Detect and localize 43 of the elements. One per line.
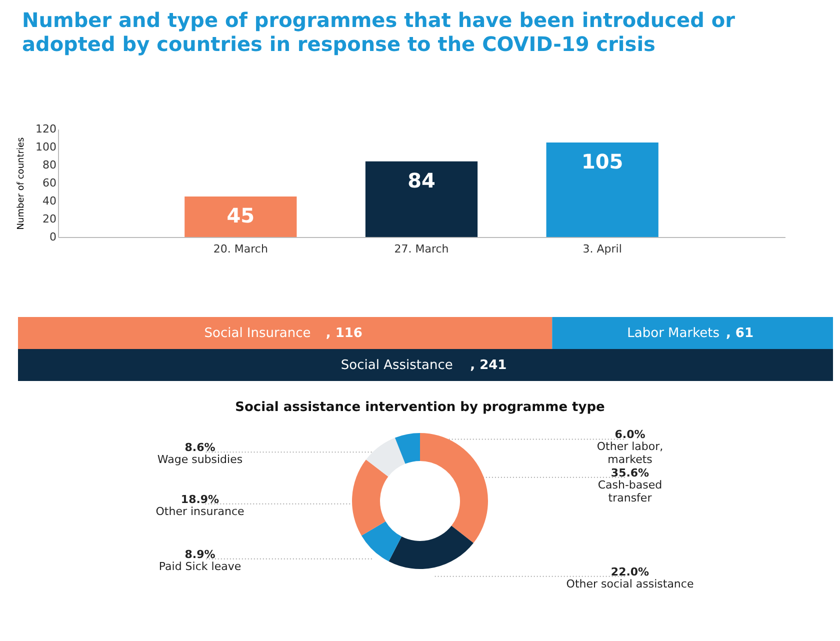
y-tick-label: 20 [42,212,56,226]
donut-slice [388,526,474,569]
bar [546,142,658,237]
x-tick-label: 3. April [582,242,622,256]
slice-label: Other labor, markets [596,440,664,466]
donut-slice [366,438,406,477]
y-tick-label: 80 [42,158,56,172]
slice-label: Wage subsidies [157,453,243,466]
slice-label: Paid Sick leave [158,560,242,573]
data-label: 6.0% [614,428,646,442]
data-label: 18.9% [180,492,220,506]
chart-title: Social assistance intervention by programme type [235,400,606,415]
y-tick-label: 40 [42,194,56,208]
x-tick-label: 27. March [394,242,449,256]
data-label: , 241 [470,358,507,373]
category-label: Social Insurance [204,326,311,341]
data-label: 45 [226,204,255,228]
slice-label: Other social assistance [566,577,694,590]
y-tick-label: 0 [50,230,56,244]
y-tick-label: 100 [36,140,56,154]
data-label: , 61 [726,326,754,341]
slice-label: Cash-based transfer [598,478,662,504]
data-label: 8.6% [184,441,216,454]
donut-slice [361,521,402,562]
data-label: 22.0% [610,565,650,578]
donut-slice [394,433,420,464]
data-label: 8.9% [184,548,216,561]
x-tick-label: 20. March [213,242,268,256]
data-label: , 116 [326,326,362,341]
data-label: 84 [408,168,436,192]
bar [365,161,478,237]
data-label: 105 [581,150,624,174]
y-axis-title: Number of countries [16,137,27,230]
slice-label: Other insurance [156,504,244,518]
donut-slice [420,433,488,544]
category-label: Labor Markets [627,326,720,341]
bar [184,196,297,237]
y-tick-label: 60 [42,176,56,190]
category-label: Social Assistance [340,358,453,373]
y-tick-label: 120 [36,122,56,136]
donut-slice [352,460,388,536]
chart-title: Number and type of programmes that have been introduced or adopted by countries in response to the COVID-19 crisis [21,7,736,56]
data-label: 35.6% [610,466,650,480]
